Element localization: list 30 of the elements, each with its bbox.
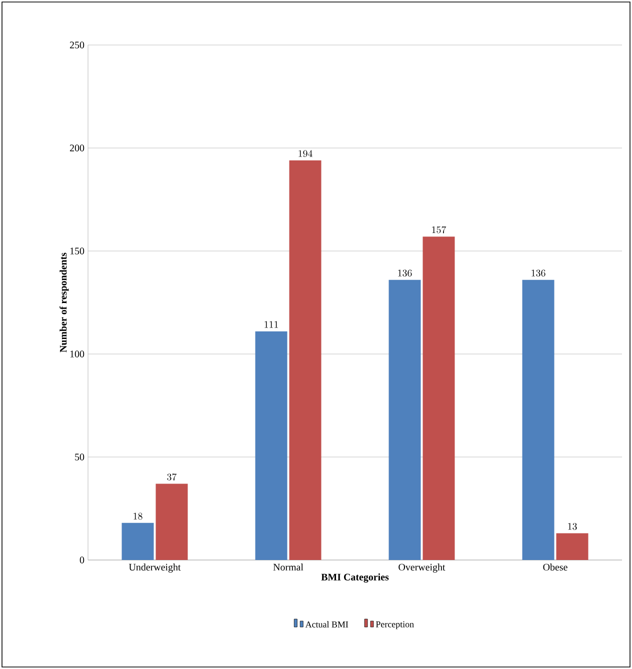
x-tick-label: Obese — [543, 564, 568, 571]
data-label: 157 — [432, 226, 446, 234]
bar — [388, 280, 421, 560]
x-tick-label: Overweight — [398, 564, 446, 573]
data-label: 194 — [298, 150, 312, 158]
data-label: 111 — [264, 321, 278, 328]
y-tick-label: 250 — [70, 42, 84, 48]
y-axis-title: Number of respondents — [60, 252, 69, 352]
legend-label: Perception — [376, 621, 414, 630]
bar — [556, 533, 588, 560]
bar — [289, 160, 322, 560]
x-axis-title: BMI Categories — [321, 573, 389, 583]
y-tick-label: 200 — [70, 144, 84, 152]
data-label: 18 — [134, 512, 142, 520]
bar — [156, 484, 188, 560]
y-tick-label: 0 — [80, 556, 84, 564]
x-tick-label: Normal — [273, 564, 304, 571]
data-label: 13 — [568, 523, 577, 530]
y-tick-label: 150 — [70, 248, 84, 254]
x-tick-label: Underweight — [128, 564, 181, 573]
data-label: 37 — [167, 474, 177, 480]
bar — [255, 331, 288, 560]
data-label: 136 — [398, 270, 412, 277]
y-tick-label: 50 — [75, 454, 84, 460]
legend-label: Actual BMI — [305, 621, 348, 628]
data-label: 136 — [532, 270, 546, 277]
bar — [122, 522, 154, 560]
y-tick-label: 100 — [70, 350, 84, 358]
bar — [522, 280, 554, 560]
bar — [422, 236, 455, 560]
